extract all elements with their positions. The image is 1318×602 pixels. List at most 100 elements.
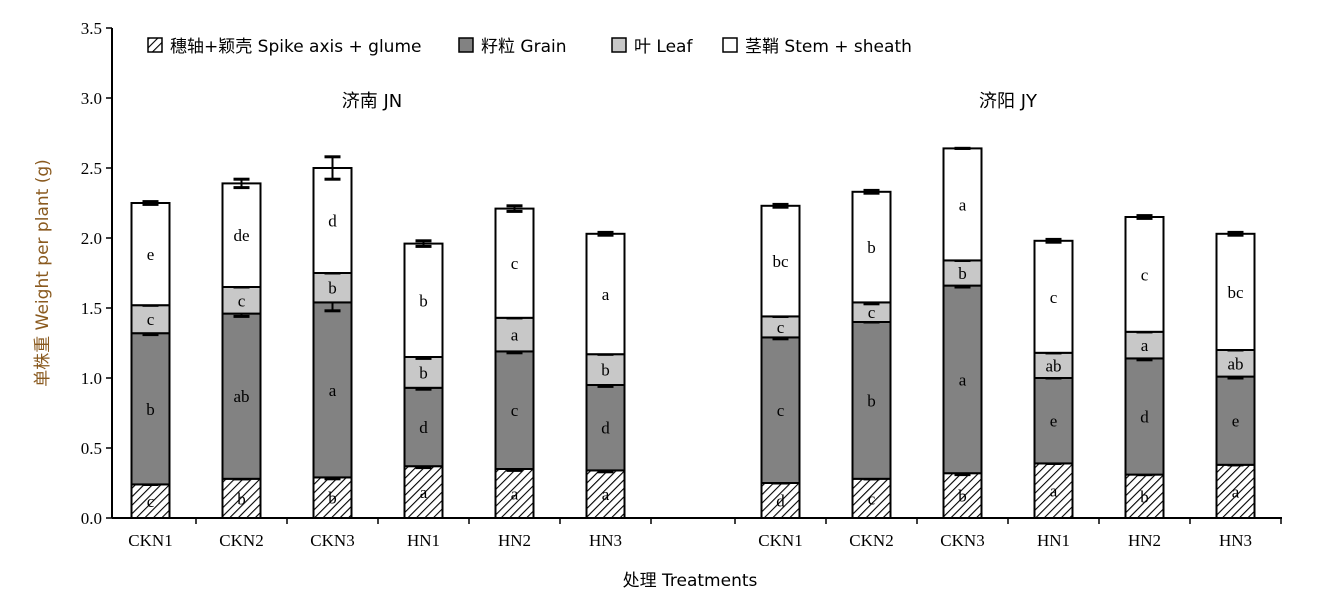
significance-label: a (602, 285, 610, 304)
significance-label: a (602, 485, 610, 504)
bar-segment-grain (403, 386, 444, 468)
significance-label: b (958, 264, 967, 283)
bar-segment-stem (942, 147, 983, 262)
y-tick-label: 1.0 (81, 369, 102, 388)
legend-label-grain: 籽粒 Grain (481, 37, 566, 57)
significance-label: a (959, 195, 967, 214)
bar-segment-spike (585, 469, 626, 519)
significance-label: b (146, 400, 155, 419)
bar-ckn1: d c c bc (760, 202, 801, 519)
bars: cbceCKN1babcdeCKN2babdCKN3adbbHN1acacHN2… (128, 146, 1256, 550)
bar-ckn2: b ab c de (221, 177, 262, 519)
axes: 0.0 0.5 1.0 1.5 2.0 2.5 3.0 3.5 (81, 19, 1282, 528)
group-title-jn: 济南 JN (342, 91, 403, 112)
bar-segment-grain (1033, 377, 1074, 465)
y-tick-label: 1.5 (81, 299, 102, 318)
significance-label: c (777, 318, 785, 337)
bar-segment-stem (1215, 232, 1256, 351)
legend-label-stem: 茎鞘 Stem + sheath (745, 37, 912, 57)
significance-label: c (147, 310, 155, 329)
bar-segment-grain (130, 332, 171, 486)
bar-segment-spike (1215, 463, 1256, 519)
significance-label: b (328, 279, 337, 298)
bar-segment-spike (1124, 473, 1165, 520)
bar-segment-spike (942, 472, 983, 520)
x-tick-label: HN3 (589, 531, 622, 550)
significance-label: de (233, 226, 249, 245)
bar-segment-grain (221, 312, 262, 480)
x-axis-title: 处理 Treatments (623, 571, 758, 591)
bar-segment-spike (1033, 462, 1074, 519)
y-tick-label: 3.0 (81, 89, 102, 108)
significance-label: d (328, 212, 337, 231)
significance-label: d (776, 492, 785, 511)
y-tick-label: 0.0 (81, 509, 102, 528)
significance-label: b (328, 489, 337, 508)
significance-label: a (1141, 336, 1149, 355)
significance-label: bc (772, 252, 789, 271)
significance-label: c (868, 303, 876, 322)
bar-segment-spike (760, 482, 801, 519)
significance-label: c (1050, 288, 1058, 307)
significance-label: b (419, 291, 428, 310)
significance-label: b (867, 391, 876, 410)
legend-label-leaf: 叶 Leaf (634, 37, 693, 57)
x-tick-label: CKN1 (758, 531, 802, 550)
bar-hn2: a c a c (494, 204, 535, 519)
significance-label: e (1232, 412, 1240, 431)
significance-label: a (1232, 482, 1240, 501)
x-tick-label: CKN2 (219, 531, 263, 550)
significance-label: a (1050, 482, 1058, 501)
bar-segment-stem (760, 204, 801, 318)
y-tick-label: 2.5 (81, 159, 102, 178)
legend-swatch-leaf (611, 37, 627, 53)
x-tick-label: CKN3 (940, 531, 984, 550)
significance-label: c (147, 492, 155, 511)
significance-label: d (1140, 408, 1149, 427)
bar-segment-grain (585, 384, 626, 472)
significance-label: a (329, 381, 337, 400)
x-tick-label: HN1 (1037, 531, 1070, 550)
bar-segment-grain (1124, 357, 1165, 476)
significance-label: b (601, 361, 610, 380)
significance-label: b (419, 363, 428, 382)
bar-segment-grain (851, 321, 892, 480)
x-tick-label: HN2 (1128, 531, 1161, 550)
bar-ckn3: b a b a (942, 146, 983, 520)
significance-label: c (238, 291, 246, 310)
bar-segment-grain (1215, 375, 1256, 466)
significance-label: a (511, 485, 519, 504)
significance-label: ab (1227, 354, 1243, 373)
significance-label: ab (1045, 356, 1061, 375)
significance-label: c (777, 401, 785, 420)
bar-segment-stem (1124, 216, 1165, 333)
significance-label: e (1050, 412, 1058, 431)
significance-label: c (1141, 265, 1149, 284)
legend-swatch-grain (458, 37, 474, 53)
significance-label: d (419, 418, 428, 437)
bar-ckn3: b a b d (312, 155, 353, 519)
bar-hn1: a d b b (403, 239, 444, 520)
significance-label: b (1140, 487, 1149, 506)
bar-segment-spike (851, 477, 892, 519)
x-tick-label: HN2 (498, 531, 531, 550)
bar-hn1: a e ab c (1033, 237, 1074, 519)
significance-label: b (867, 238, 876, 257)
significance-label: b (237, 489, 246, 508)
significance-label: c (868, 489, 876, 508)
group-title-jy: 济阳 JY (979, 91, 1038, 112)
significance-label: b (958, 487, 967, 506)
y-axis-title: 单株重 Weight per plant (g) (33, 159, 53, 387)
bar-hn3: a d b a (585, 230, 626, 519)
x-tick-label: HN1 (407, 531, 440, 550)
legend: 穗轴+颖壳 Spike axis + glume 籽粒 Grain 叶 Leaf… (147, 37, 912, 57)
x-tick-label: CKN2 (849, 531, 893, 550)
legend-label-spike: 穗轴+颖壳 Spike axis + glume (170, 37, 421, 57)
significance-label: e (147, 245, 155, 264)
bar-ckn1: c b c e (130, 200, 171, 519)
significance-label: ab (233, 387, 249, 406)
significance-label: c (511, 401, 519, 420)
significance-label: a (420, 483, 428, 502)
x-tick-label: HN3 (1219, 531, 1252, 550)
